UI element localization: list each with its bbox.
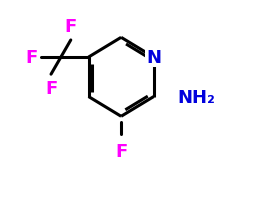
Text: F: F — [115, 142, 127, 160]
Text: NH₂: NH₂ — [177, 88, 215, 106]
Text: F: F — [45, 80, 57, 98]
Text: N: N — [146, 49, 161, 67]
Text: F: F — [65, 18, 77, 36]
Text: F: F — [25, 49, 37, 67]
